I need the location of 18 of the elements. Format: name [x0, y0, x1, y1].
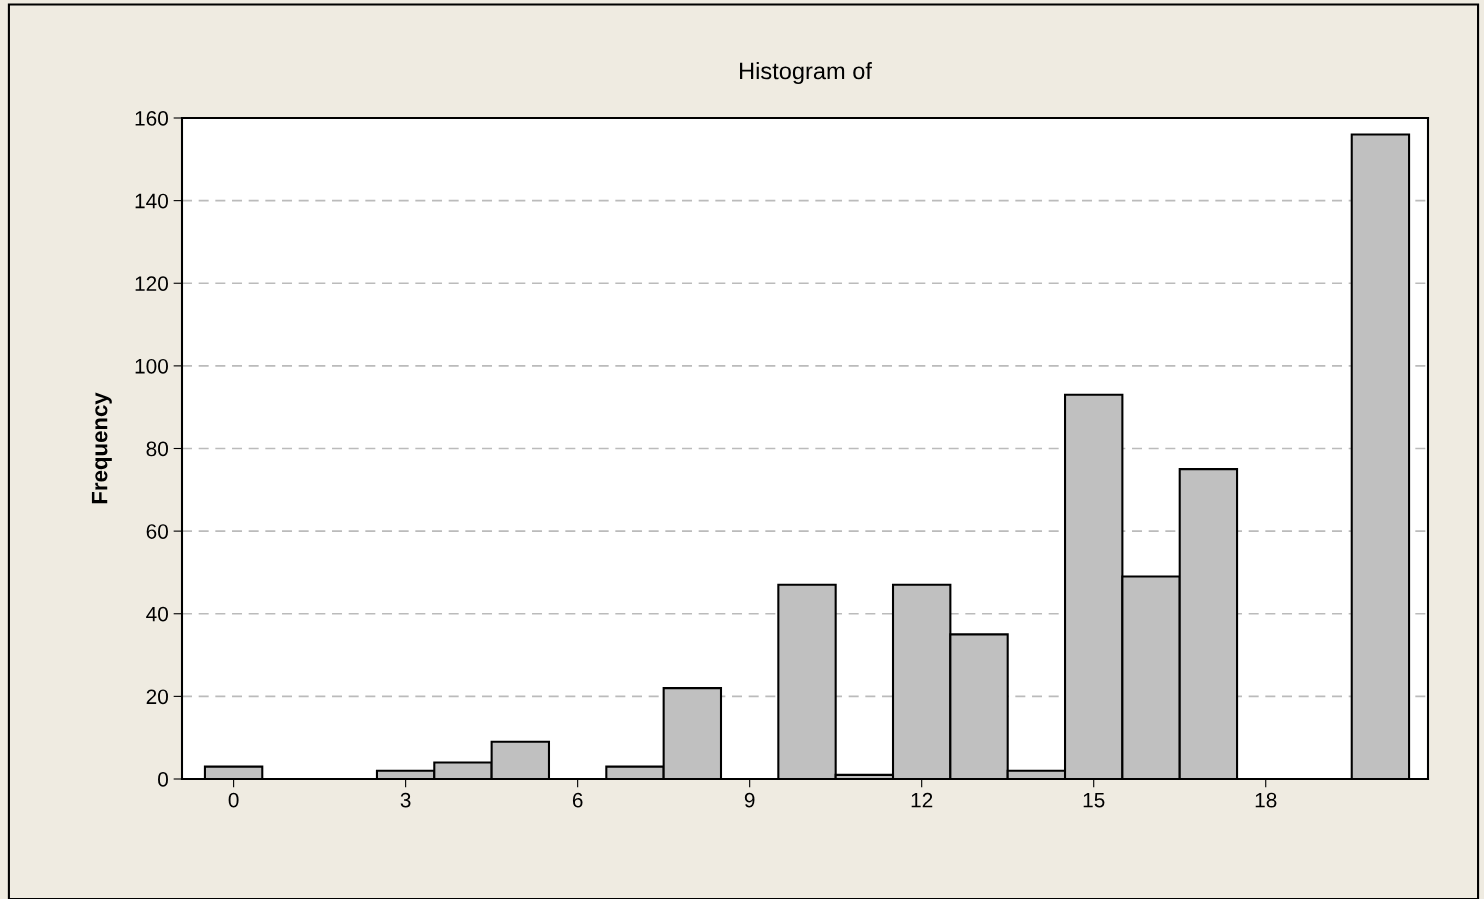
x-tick-label: 18 [1255, 792, 1277, 808]
y-tick-label: 140 [135, 193, 168, 209]
y-tick-label: 100 [135, 358, 168, 374]
y-tick-label: 60 [146, 524, 168, 539]
y-tick-label: 20 [146, 689, 168, 705]
x-tick-label: 15 [1083, 792, 1105, 808]
y-tick-label: 0 [158, 772, 168, 787]
x-tick-label: 0 [228, 792, 239, 808]
y-axis-title: Frequency [91, 392, 112, 504]
x-tick-label: 6 [572, 792, 583, 808]
y-tick-label: 120 [135, 276, 168, 291]
x-tick-label: 12 [911, 792, 933, 808]
x-tick-label: 9 [744, 792, 755, 808]
x-tick-label: 3 [400, 792, 411, 808]
y-tick-label: 40 [146, 606, 168, 622]
y-tick-label: 160 [135, 111, 168, 126]
y-tick-label: 80 [146, 441, 168, 457]
chart-title: Histogram of [740, 62, 872, 85]
